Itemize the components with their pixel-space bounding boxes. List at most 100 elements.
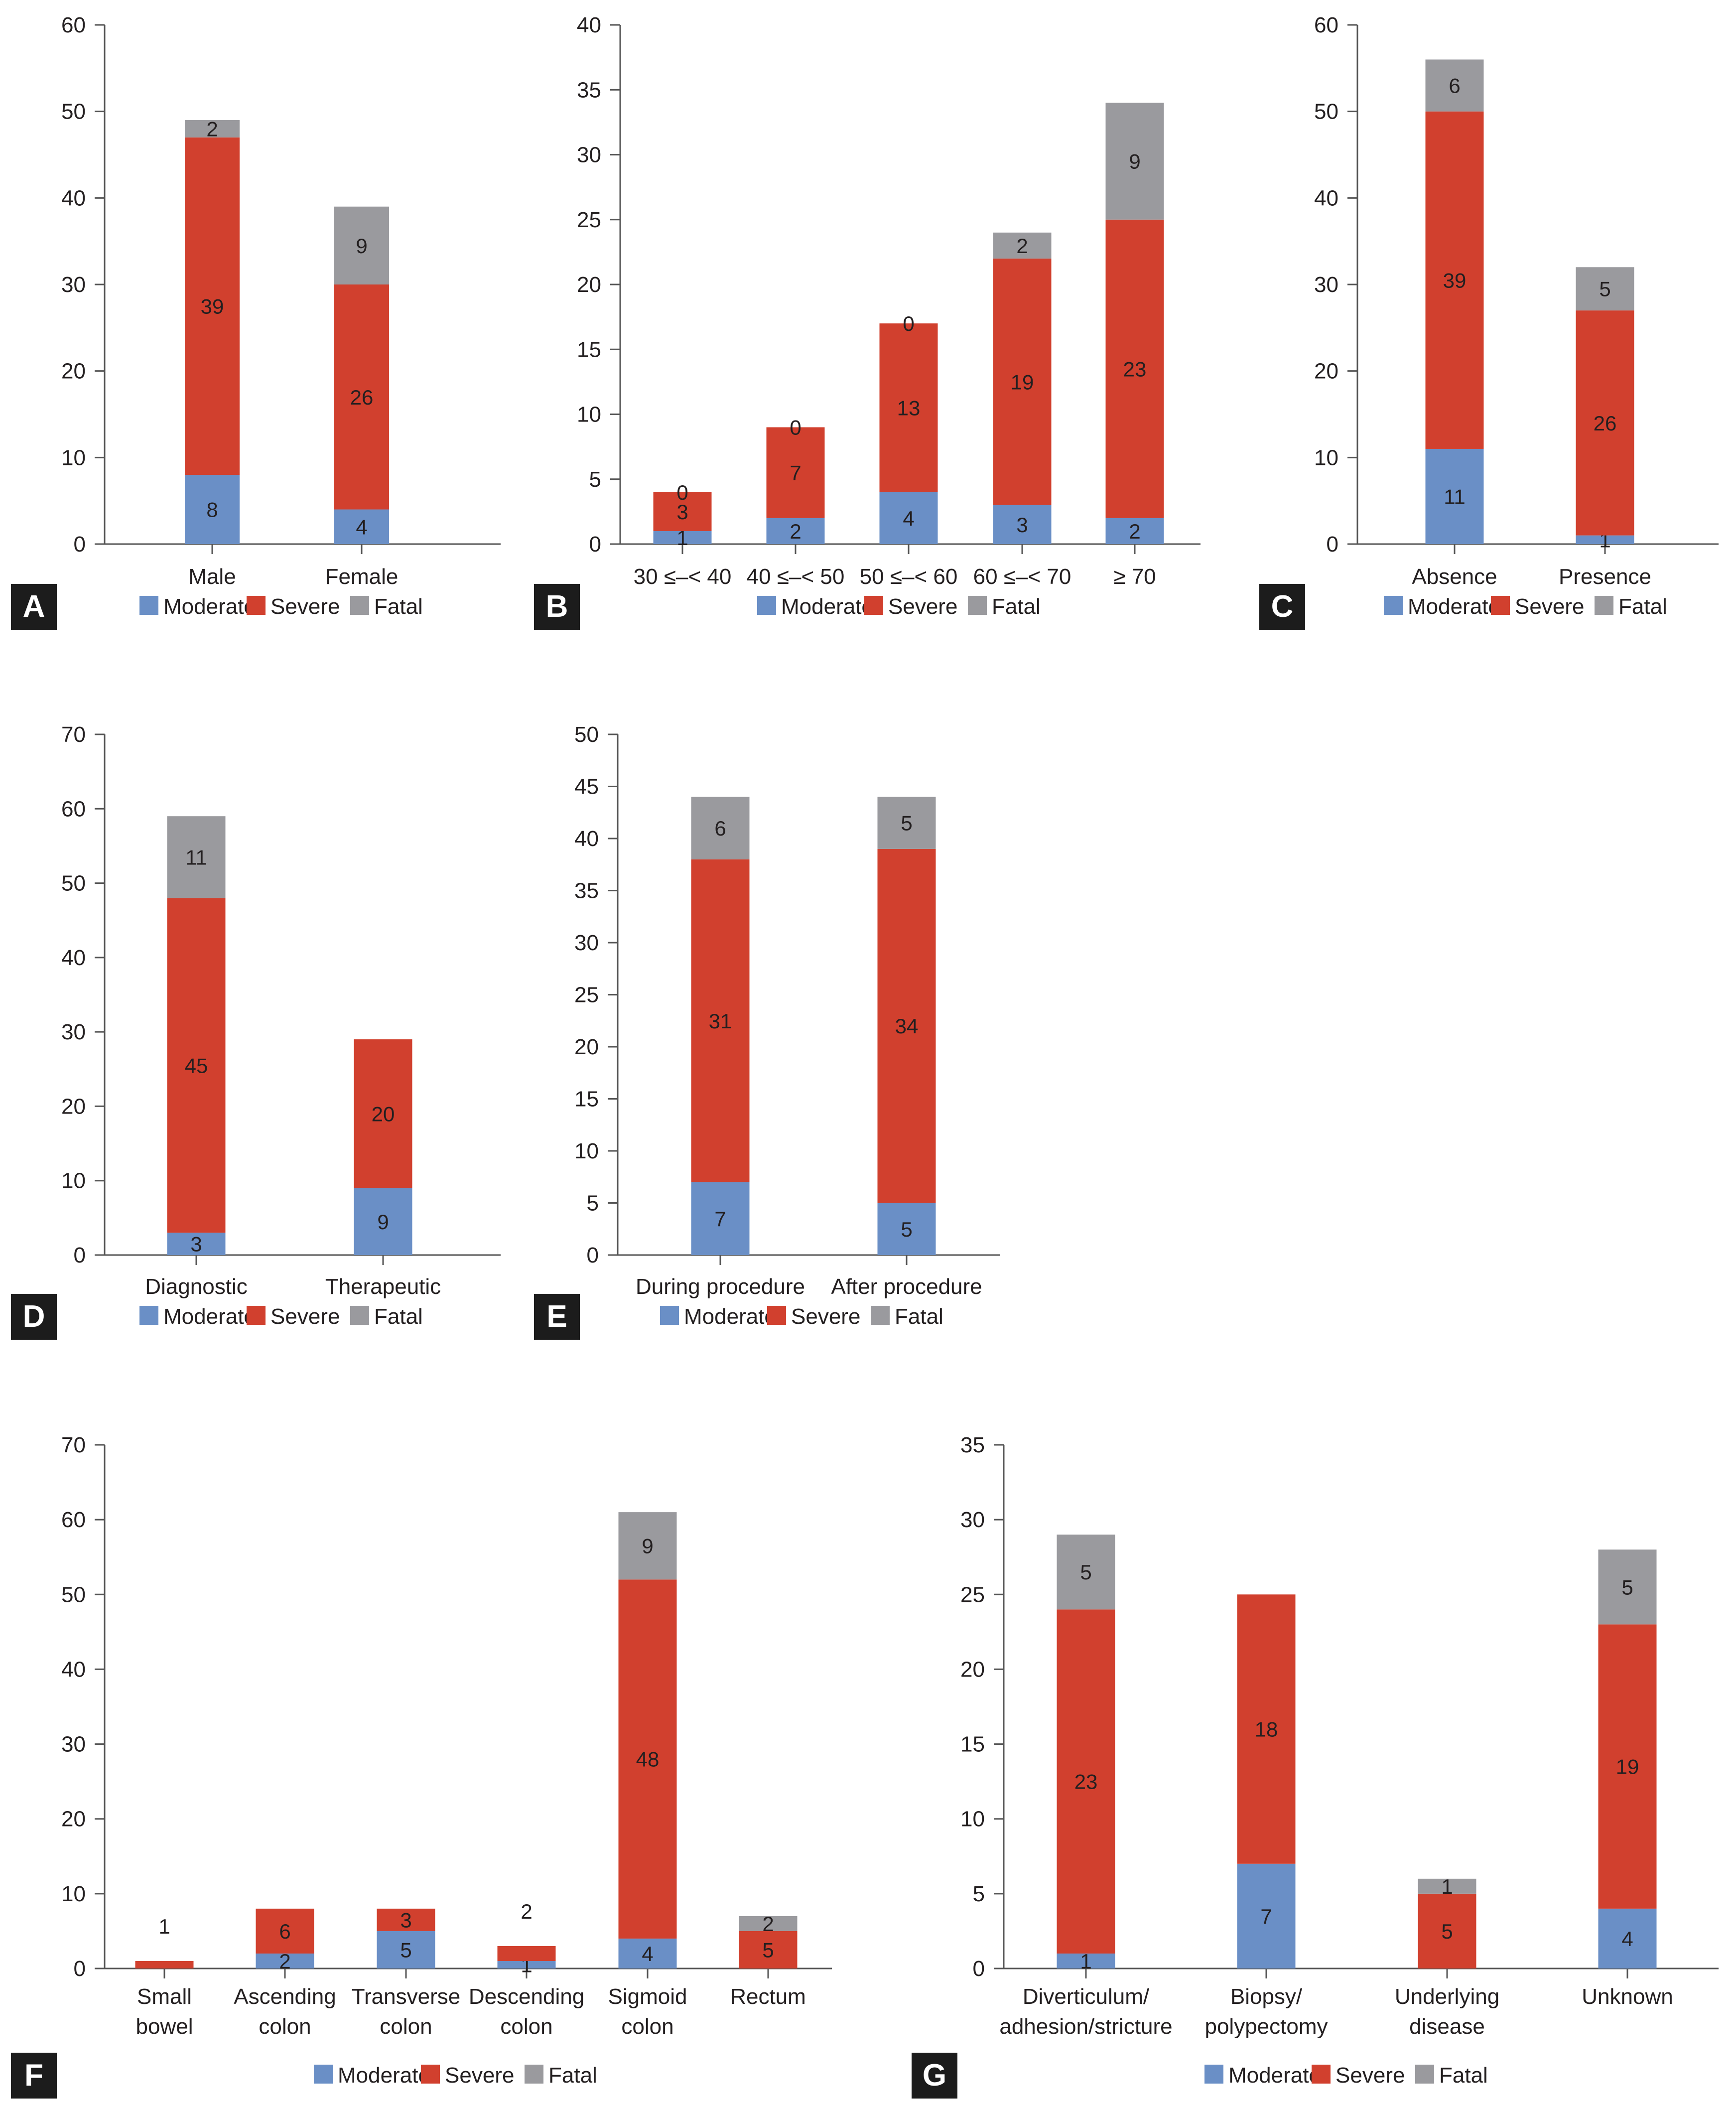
legend-swatch-moderate bbox=[314, 2065, 333, 2084]
data-label: 39 bbox=[1443, 269, 1467, 292]
panel-tag-box bbox=[11, 1294, 57, 1340]
bar-segment-severe bbox=[618, 1579, 677, 1939]
legend-swatch-fatal bbox=[350, 1306, 369, 1325]
legend-label-moderate: Moderate bbox=[338, 2063, 430, 2088]
bar-segment-moderate bbox=[185, 475, 240, 544]
bar-segment-severe bbox=[167, 898, 226, 1233]
data-label: 2 bbox=[279, 1950, 290, 1973]
x-tick-label: Small bowel bbox=[136, 1984, 193, 2039]
legend-label-severe: Severe bbox=[791, 1304, 860, 1329]
y-tick-label: 0 bbox=[1327, 532, 1338, 557]
data-label: 0 bbox=[903, 312, 914, 335]
legend-swatch-moderate bbox=[1384, 596, 1403, 615]
panel-tag: F bbox=[11, 2053, 57, 2099]
y-tick-label: 35 bbox=[577, 78, 601, 102]
bar-segment-moderate bbox=[1576, 535, 1634, 544]
panel-tag: D bbox=[11, 1294, 57, 1340]
bar-segment-severe bbox=[377, 1908, 435, 1931]
data-label: 23 bbox=[1074, 1770, 1098, 1794]
legend-swatch-severe bbox=[1312, 2065, 1331, 2084]
data-label: 7 bbox=[714, 1207, 726, 1231]
y-tick-label: 20 bbox=[574, 1035, 599, 1059]
chart-panel-g: 051015202530351235Diverticulum/adhesion/… bbox=[912, 1433, 1719, 2099]
y-tick-label: 60 bbox=[61, 13, 86, 37]
x-tick-label: Transverse colon bbox=[352, 1984, 460, 2039]
data-label: 13 bbox=[897, 396, 921, 420]
x-tick-label: Male bbox=[188, 564, 236, 589]
bar-segment-severe bbox=[135, 1961, 194, 1968]
bar-segment-moderate bbox=[993, 505, 1052, 544]
panel-tag-letter: F bbox=[24, 2058, 43, 2093]
bar-segment-fatal bbox=[167, 816, 226, 898]
y-tick-label: 15 bbox=[574, 1087, 599, 1112]
data-label: 2 bbox=[1129, 520, 1140, 543]
y-tick-label: 30 bbox=[1314, 273, 1338, 297]
legend-swatch-moderate bbox=[139, 596, 158, 615]
bar-segment-moderate bbox=[167, 1233, 226, 1255]
y-tick-label: 50 bbox=[574, 722, 599, 747]
legend: Moderate Severe Fatal bbox=[139, 594, 423, 619]
data-label: 6 bbox=[1449, 74, 1460, 98]
legend-label-severe: Severe bbox=[888, 594, 957, 619]
legend-swatch-fatal bbox=[1595, 596, 1613, 615]
bar-segment-severe bbox=[877, 848, 936, 1203]
data-label: 26 bbox=[1594, 412, 1617, 435]
y-tick-label: 30 bbox=[61, 1732, 86, 1757]
data-label: 48 bbox=[636, 1748, 660, 1771]
bar-segment-moderate bbox=[691, 1182, 750, 1255]
x-tick-label: Descending colon bbox=[469, 1984, 584, 2039]
legend-label-moderate: Moderate bbox=[1228, 2063, 1321, 2088]
y-tick-label: 40 bbox=[61, 186, 86, 210]
data-label: 3 bbox=[676, 500, 688, 524]
bar-segment-severe bbox=[766, 427, 825, 518]
bar-segment-moderate bbox=[1598, 1908, 1657, 1968]
bar-segment-severe bbox=[1237, 1594, 1296, 1864]
data-label: 0 bbox=[790, 416, 801, 439]
x-tick-label: ≥ 70 bbox=[1113, 564, 1156, 589]
panel-tag: G bbox=[912, 2053, 957, 2099]
chart-panel-e: 0 5 10 15 20 25 30 35 40 45 50 7 31 6 During procedure… bbox=[534, 722, 1000, 1340]
data-label: 9 bbox=[642, 1535, 653, 1558]
x-tick-label: Absence bbox=[1412, 564, 1497, 589]
bar-segment-fatal bbox=[877, 797, 936, 849]
data-label: 9 bbox=[356, 234, 367, 258]
data-label: 3 bbox=[190, 1233, 202, 1256]
y-tick-label: 50 bbox=[61, 100, 86, 124]
x-tick-label: Rectum bbox=[730, 1984, 806, 2009]
legend-swatch-fatal bbox=[525, 2065, 543, 2084]
legend-swatch-severe bbox=[247, 596, 266, 615]
bar-segment-severe bbox=[1576, 310, 1634, 536]
data-label: 3 bbox=[400, 1908, 411, 1932]
bar-segment-severe bbox=[1418, 1893, 1476, 1968]
y-tick-label: 70 bbox=[61, 1433, 86, 1457]
data-label: 5 bbox=[1621, 1575, 1633, 1599]
bar-segment-moderate bbox=[377, 1931, 435, 1968]
y-tick-label: 15 bbox=[960, 1732, 985, 1757]
legend-label-moderate: Moderate bbox=[163, 1304, 256, 1329]
x-tick-label: After procedure bbox=[831, 1274, 982, 1299]
data-label: 23 bbox=[1123, 357, 1147, 381]
panel-tag-letter: A bbox=[23, 589, 45, 624]
data-label: 11 bbox=[185, 845, 207, 869]
legend: Moderate Severe Fatal bbox=[1204, 2063, 1488, 2088]
y-tick-label: 20 bbox=[1314, 359, 1338, 384]
bar-segment-fatal bbox=[691, 797, 750, 859]
bar-segment-moderate bbox=[1237, 1863, 1296, 1968]
y-tick-label: 20 bbox=[61, 1807, 86, 1831]
y-tick-label: 10 bbox=[61, 1882, 86, 1906]
data-label: 20 bbox=[372, 1102, 395, 1125]
y-tick-label: 60 bbox=[1314, 13, 1338, 37]
x-tick-label: Biopsy/polypectomy bbox=[1204, 1984, 1328, 2039]
bar-segment-fatal bbox=[1418, 1878, 1476, 1894]
data-label: 5 bbox=[901, 812, 912, 835]
bar-segment-moderate bbox=[877, 1203, 936, 1255]
bar-segment-severe bbox=[691, 859, 750, 1182]
y-tick-label: 40 bbox=[574, 827, 599, 851]
data-label: 45 bbox=[185, 1054, 208, 1077]
data-label: 1 bbox=[676, 526, 688, 550]
y-tick-label: 25 bbox=[960, 1582, 985, 1607]
data-label: 9 bbox=[377, 1210, 389, 1234]
panel-tag-letter: B bbox=[546, 589, 568, 624]
